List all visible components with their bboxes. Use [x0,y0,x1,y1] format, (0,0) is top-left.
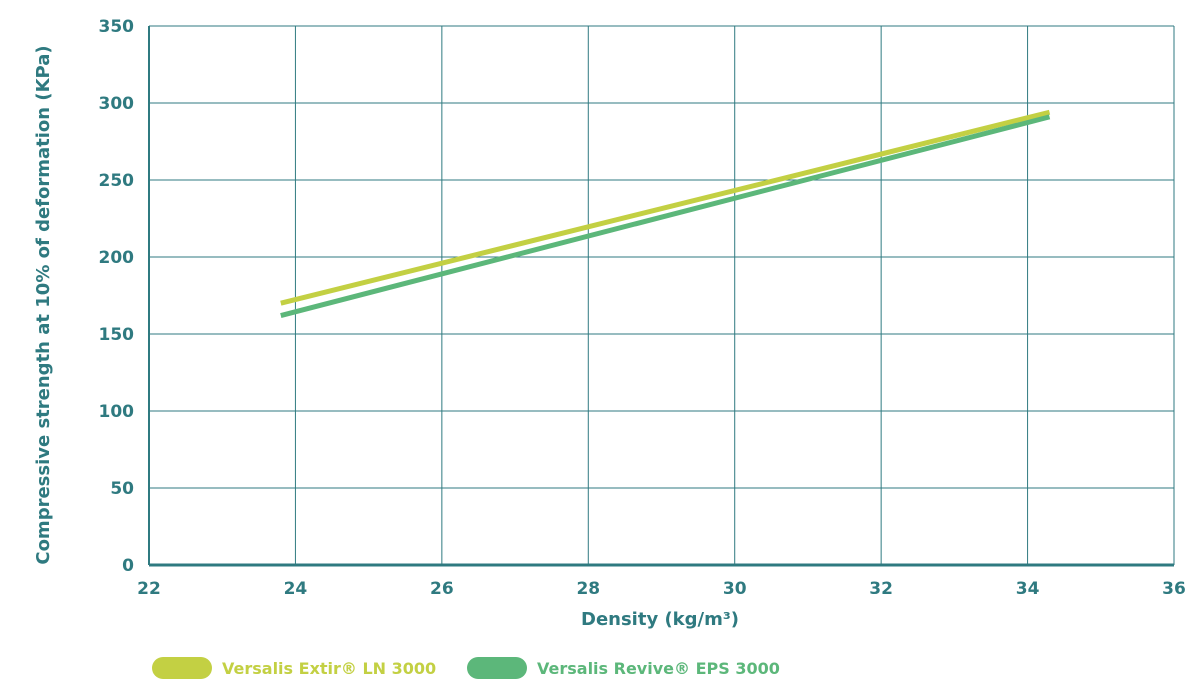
y-tick-label: 300 [99,94,135,114]
x-tick-label: 24 [284,579,308,599]
legend-swatch-2 [467,657,527,679]
y-tick-label: 100 [99,402,135,422]
x-axis-title: Density (kg/m³) [581,609,739,630]
x-tick-label: 34 [1016,579,1040,599]
legend-label-2: Versalis Revive® EPS 3000 [537,659,780,678]
y-tick-label: 50 [110,479,134,499]
legend-swatch-1 [152,657,212,679]
y-axis-title: Compressive strength at 10% of deformati… [33,45,54,564]
series-line-1 [280,109,1051,306]
series-lines [280,109,1051,318]
x-tick-label: 26 [430,579,454,599]
x-tick-label: 30 [723,579,747,599]
y-tick-label: 200 [99,248,135,268]
x-tick-label: 32 [869,579,893,599]
axes [148,26,1174,567]
legend: Versalis Extir® LN 3000 Versalis Revive® … [152,657,780,679]
x-tick-label: 36 [1162,579,1186,599]
tick-labels: 22 24 26 28 30 32 34 36 0 50 100 150 200 250 300 350 [99,17,1186,599]
y-tick-label: 0 [122,556,134,576]
legend-label-1: Versalis Extir® LN 3000 [222,659,436,678]
series-line-2 [280,114,1051,318]
y-tick-label: 350 [99,17,135,37]
y-tick-label: 250 [99,171,135,191]
x-tick-label: 28 [576,579,600,599]
x-tick-label: 22 [137,579,161,599]
y-tick-label: 150 [99,325,135,345]
